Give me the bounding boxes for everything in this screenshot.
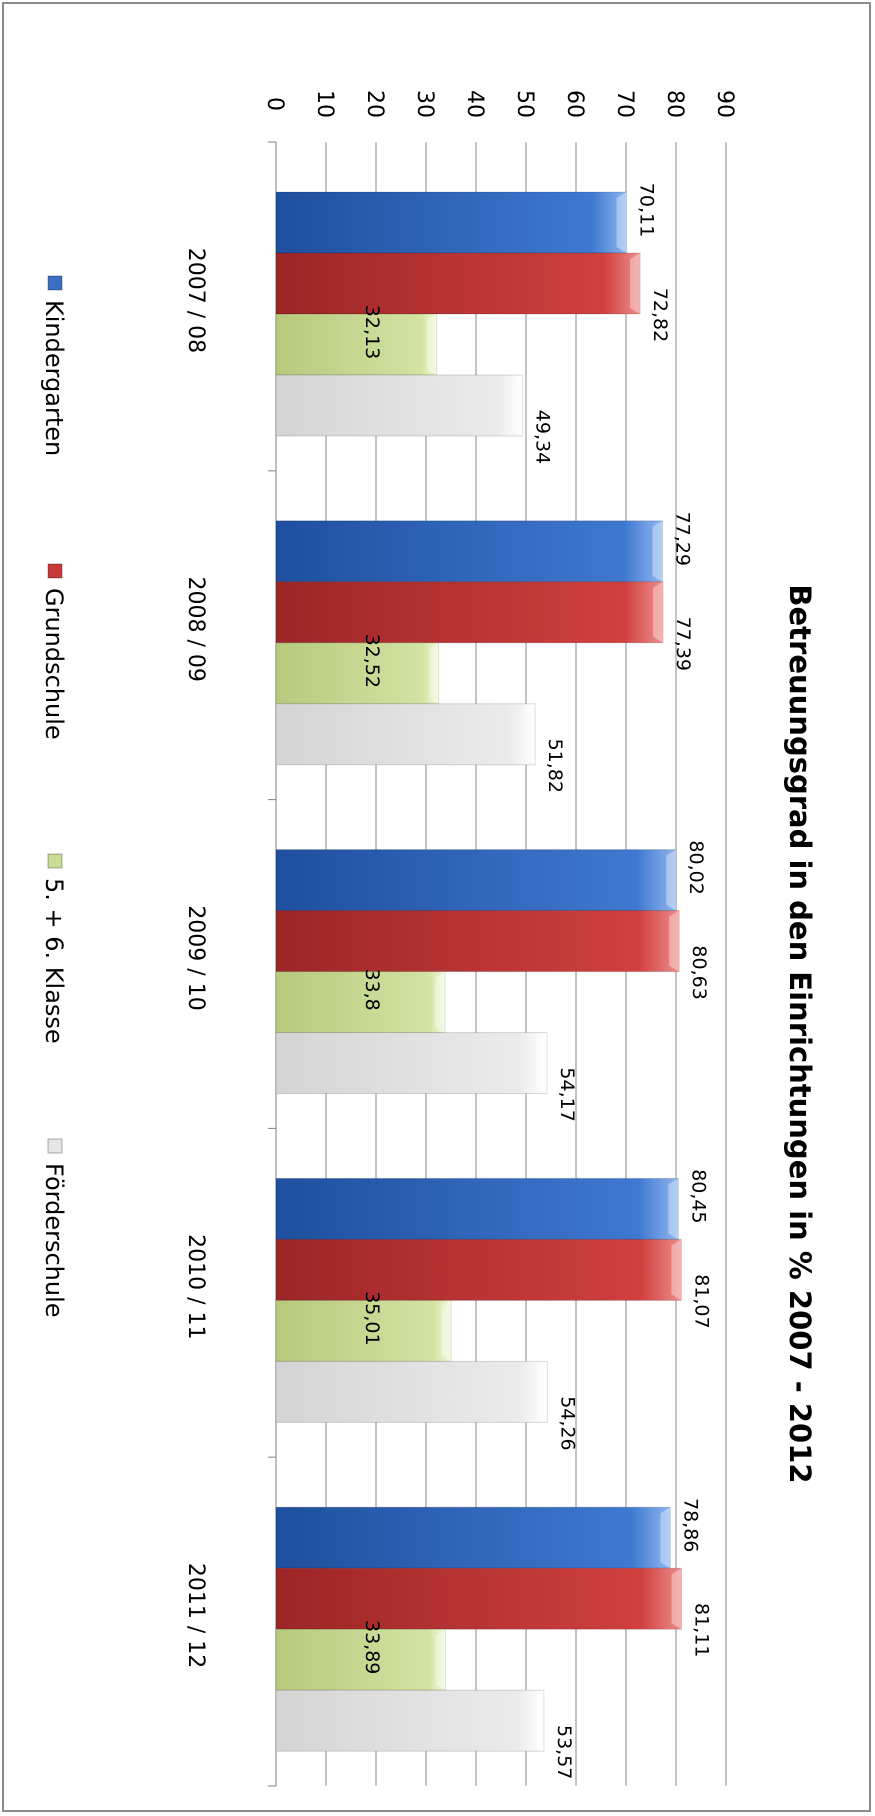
- legend-swatch: [47, 275, 63, 291]
- bar-cap: [428, 642, 439, 704]
- data-label: 32,13: [361, 305, 383, 359]
- category-label: 2007 / 08: [183, 248, 208, 353]
- bar-cap: [669, 910, 680, 972]
- chart-svg: 0 10 20 30 40 50 60 70 80 90 2007 / 08 70,11 72,82 32…: [40, 90, 817, 1787]
- data-label: 80,02: [685, 840, 707, 894]
- bar-cap: [435, 1629, 446, 1691]
- legend-label: Kindergarten: [40, 300, 68, 456]
- bar: [275, 971, 446, 1034]
- labels: 0 10 20 30 40 50 60 70 80 90 2007 / 08 70,11 72,82 32…: [183, 90, 737, 1779]
- bar-cap: [668, 1178, 679, 1240]
- tick-label: 20: [362, 90, 387, 118]
- data-label: 54,26: [556, 1396, 578, 1450]
- data-label: 81,07: [690, 1274, 712, 1328]
- data-label: 72,82: [649, 288, 671, 342]
- bar: [275, 1689, 545, 1752]
- data-label: 77,29: [671, 512, 693, 566]
- legend-label: Grundschule: [40, 588, 68, 740]
- bar: [275, 849, 677, 912]
- bar-cap: [525, 703, 536, 765]
- bar: [275, 1360, 548, 1423]
- legend-item: Kindergarten: [40, 275, 68, 456]
- bar-cap: [426, 314, 437, 375]
- data-label: 81,11: [691, 1603, 713, 1657]
- data-label: 33,89: [361, 1620, 383, 1674]
- bar-cap: [435, 971, 445, 1033]
- tick-label: 0: [262, 97, 287, 111]
- data-label: 78,86: [679, 1498, 701, 1552]
- bar-cap: [616, 192, 627, 253]
- data-label: 53,57: [553, 1725, 575, 1779]
- tick-label: 30: [412, 90, 437, 118]
- bar: [275, 191, 628, 254]
- bar: [275, 910, 680, 973]
- bar-cap: [666, 849, 677, 911]
- bar-cap: [652, 581, 663, 643]
- bar: [275, 520, 663, 583]
- legend: Kindergarten Grundschule 5. + 6. Klasse För…: [40, 275, 68, 1318]
- legend-label: 5. + 6. Klasse: [40, 878, 68, 1044]
- data-label: 54,17: [556, 1067, 578, 1121]
- legend-swatch: [47, 853, 63, 869]
- bar: [275, 1567, 683, 1630]
- tick-label: 70: [612, 90, 637, 118]
- bar-cap: [630, 253, 641, 314]
- tick-label: 80: [662, 90, 687, 118]
- bar: [275, 1032, 548, 1095]
- bar: [275, 313, 438, 376]
- bar: [275, 1628, 446, 1691]
- data-label: 49,34: [532, 410, 554, 464]
- data-label: 35,01: [361, 1291, 383, 1345]
- legend-swatch: [47, 1138, 63, 1154]
- bar: [275, 642, 440, 705]
- bar-cap: [533, 1690, 544, 1752]
- tick-label: 50: [512, 90, 537, 118]
- bar: [275, 1177, 679, 1240]
- legend-label: Förderschule: [40, 1163, 68, 1318]
- chart-title: Betreuungsgrad in den Einrichtungen in %…: [783, 584, 817, 1483]
- bar-cap: [652, 520, 663, 582]
- data-label: 77,39: [672, 617, 694, 671]
- bar: [275, 703, 536, 766]
- tick-label: 10: [312, 90, 337, 118]
- legend-item: Grundschule: [40, 563, 68, 740]
- bar: [275, 1506, 671, 1569]
- bar-cap: [537, 1361, 548, 1423]
- bar: [275, 374, 524, 437]
- data-label: 32,52: [361, 634, 383, 688]
- legend-item: 5. + 6. Klasse: [40, 853, 68, 1044]
- bar: [275, 1299, 452, 1362]
- legend-swatch: [47, 563, 63, 579]
- data-label: 33,8: [361, 968, 383, 1010]
- bar-cap: [671, 1568, 682, 1630]
- bars: [275, 191, 683, 1752]
- data-label: 80,63: [688, 945, 710, 999]
- data-label: 51,82: [544, 739, 566, 793]
- bar: [275, 252, 641, 315]
- tick-label: 90: [712, 90, 737, 118]
- bar-cap: [660, 1507, 671, 1569]
- data-label: 70,11: [636, 183, 658, 237]
- tick-label: 40: [462, 90, 487, 118]
- tick-label: 60: [562, 90, 587, 118]
- category-label: 2009 / 10: [183, 905, 208, 1010]
- bar-cap: [671, 1239, 682, 1301]
- bar-cap: [536, 1032, 547, 1094]
- bar: [275, 581, 664, 644]
- bar-cap: [512, 375, 523, 436]
- bar: [275, 1238, 682, 1301]
- bar-cap: [441, 1300, 452, 1362]
- data-label: 80,45: [687, 1169, 709, 1223]
- legend-item: Förderschule: [40, 1138, 68, 1318]
- category-label: 2008 / 09: [183, 577, 208, 682]
- category-label: 2010 / 11: [183, 1234, 208, 1339]
- category-label: 2011 / 12: [183, 1563, 208, 1668]
